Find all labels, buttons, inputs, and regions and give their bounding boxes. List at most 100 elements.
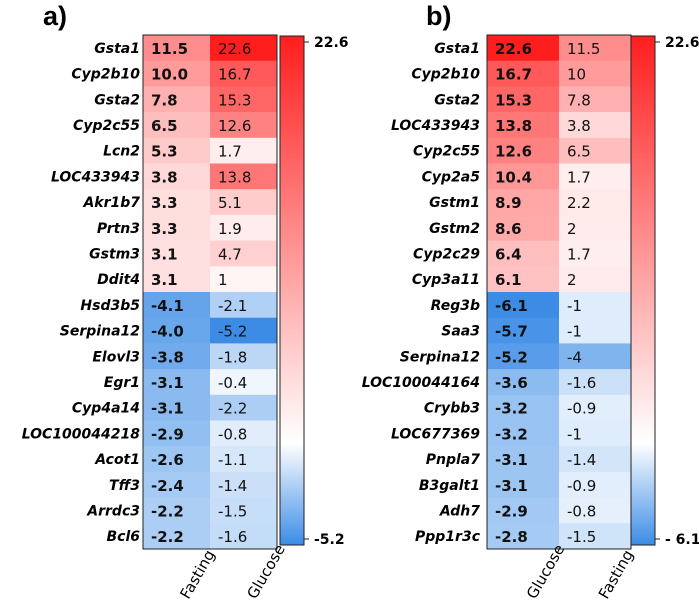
heatmap-cell: [487, 266, 559, 293]
scale-min-label: - 6.1: [665, 532, 699, 548]
cell-value: 3.3: [151, 220, 178, 238]
cell-value: 15.3: [218, 91, 251, 109]
cell-value: -1: [567, 425, 582, 443]
gene-label: Adh7: [439, 503, 480, 519]
heatmap-cell: [487, 35, 559, 62]
heatmap-cell: [210, 163, 277, 190]
heatmap-cell: [210, 214, 277, 242]
cell-value: 6.5: [151, 117, 178, 135]
panel-label: a): [43, 1, 67, 31]
gene-label: Cyp2c55: [413, 144, 480, 160]
cell-value: -2.1: [218, 297, 247, 315]
gene-label: LOC677369: [391, 426, 480, 442]
gene-label: LOC100044164: [362, 375, 480, 391]
heatmap-cell: [559, 137, 631, 164]
gene-label: Cyp2c55: [73, 118, 140, 134]
cell-value: -3.6: [495, 374, 528, 392]
heatmap-cell: [559, 189, 631, 216]
column-label: Glucose: [523, 541, 568, 602]
heatmap-cell: [559, 420, 631, 447]
cell-value: -3.1: [495, 451, 528, 469]
heatmap-cell: [143, 266, 210, 293]
heatmap-cell: [487, 497, 559, 524]
column-label: Fasting: [595, 547, 637, 602]
heatmap-cell: [559, 317, 631, 344]
column-label: Glucose: [243, 541, 288, 602]
gene-label: Arrdc3: [86, 503, 140, 519]
cell-value: -1.6: [567, 374, 596, 392]
cell-value: 1.7: [218, 143, 242, 161]
cell-value: -2.9: [151, 425, 184, 443]
gene-label: Cyp2a5: [422, 169, 481, 185]
cell-value: -4.0: [151, 323, 184, 341]
heatmap-cell: [487, 523, 559, 550]
gene-label: Cyp2b10: [71, 67, 140, 83]
heatmap-cell: [210, 137, 277, 164]
gene-label: Lcn2: [103, 144, 140, 160]
cell-value: 22.6: [495, 40, 532, 58]
gene-label: Egr1: [104, 375, 140, 391]
heatmap-cell: [559, 266, 631, 293]
heatmap-cell: [559, 112, 631, 139]
heatmap-cell: [143, 112, 210, 139]
cell-value: 5.1: [218, 194, 242, 212]
cell-value: 11.5: [151, 40, 188, 58]
heatmap-cell: [143, 60, 210, 87]
cell-value: -2.2: [151, 502, 184, 520]
cell-value: 22.6: [218, 40, 251, 58]
heatmap-cell: [210, 497, 277, 524]
cell-value: 13.8: [495, 117, 532, 135]
heatmap-cell: [210, 292, 277, 319]
heatmap-cell: [143, 471, 210, 499]
gene-label: Pnpla7: [426, 452, 480, 468]
heatmap-cell: [143, 343, 210, 370]
heatmap-cell: [143, 86, 210, 113]
cell-value: 6.4: [495, 245, 522, 263]
heatmap-cell: [559, 60, 631, 87]
heatmap-cell: [487, 343, 559, 370]
cell-value: 6.5: [567, 143, 591, 161]
cell-value: -4.1: [151, 297, 184, 315]
heatmap-cell: [143, 420, 210, 447]
cell-value: 12.6: [218, 117, 251, 135]
cell-value: -2.6: [151, 451, 184, 469]
cell-value: -1.4: [218, 477, 247, 495]
cell-value: -1.6: [218, 528, 247, 546]
cell-value: 8.9: [495, 194, 522, 212]
heatmap-cell: [487, 163, 559, 190]
cell-value: 11.5: [567, 40, 600, 58]
cell-value: 16.7: [218, 66, 251, 84]
gene-label: Elovl3: [92, 349, 140, 365]
heatmap-cell: [143, 446, 210, 473]
heatmap-cell: [143, 137, 210, 164]
cell-value: 7.8: [567, 91, 591, 109]
scale-max-label: 22.6: [314, 35, 349, 51]
heatmap-cell: [210, 523, 277, 550]
cell-value: -2.8: [495, 528, 528, 546]
heatmap-cell: [143, 240, 210, 267]
heatmap-cell: [559, 240, 631, 267]
cell-value: -2.2: [151, 528, 184, 546]
heatmap-cell: [487, 112, 559, 139]
cell-value: -4: [567, 348, 582, 366]
heatmap-cell: [210, 266, 277, 293]
heatmap-cell: [210, 446, 277, 473]
cell-value: 8.6: [495, 220, 522, 238]
heatmap-cell: [210, 317, 277, 344]
cell-value: 3.3: [151, 194, 178, 212]
heatmap-cell: [487, 369, 559, 396]
gene-label: Crybb3: [424, 401, 480, 417]
scale-max-label: 22.6: [665, 35, 699, 51]
gene-label: Acot1: [94, 452, 140, 468]
heatmap-cell: [487, 214, 559, 242]
heatmap-cell: [487, 60, 559, 87]
heatmap-cell: [559, 214, 631, 242]
cell-value: -2.9: [495, 502, 528, 520]
cell-value: -2.2: [218, 400, 247, 418]
cell-value: -5.7: [495, 323, 528, 341]
heatmap-cell: [559, 446, 631, 473]
cell-value: 10: [567, 66, 586, 84]
heatmap-cell: [559, 343, 631, 370]
heatmap-cell: [210, 86, 277, 113]
